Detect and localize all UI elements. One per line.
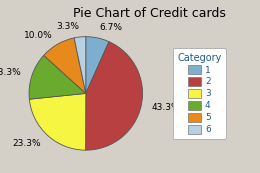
Wedge shape <box>44 38 86 93</box>
Text: 3.3%: 3.3% <box>56 22 79 31</box>
Wedge shape <box>29 93 86 150</box>
Text: 43.3%: 43.3% <box>151 103 180 112</box>
Wedge shape <box>86 37 109 93</box>
Legend: 1, 2, 3, 4, 5, 6: 1, 2, 3, 4, 5, 6 <box>173 48 226 139</box>
Text: 10.0%: 10.0% <box>24 31 53 40</box>
Text: 23.3%: 23.3% <box>12 139 41 148</box>
Text: 13.3%: 13.3% <box>0 68 22 77</box>
Wedge shape <box>29 55 86 99</box>
Title: Pie Chart of Credit cards: Pie Chart of Credit cards <box>73 7 226 20</box>
Wedge shape <box>74 37 86 93</box>
Text: 6.7%: 6.7% <box>100 24 123 33</box>
Wedge shape <box>86 42 142 150</box>
